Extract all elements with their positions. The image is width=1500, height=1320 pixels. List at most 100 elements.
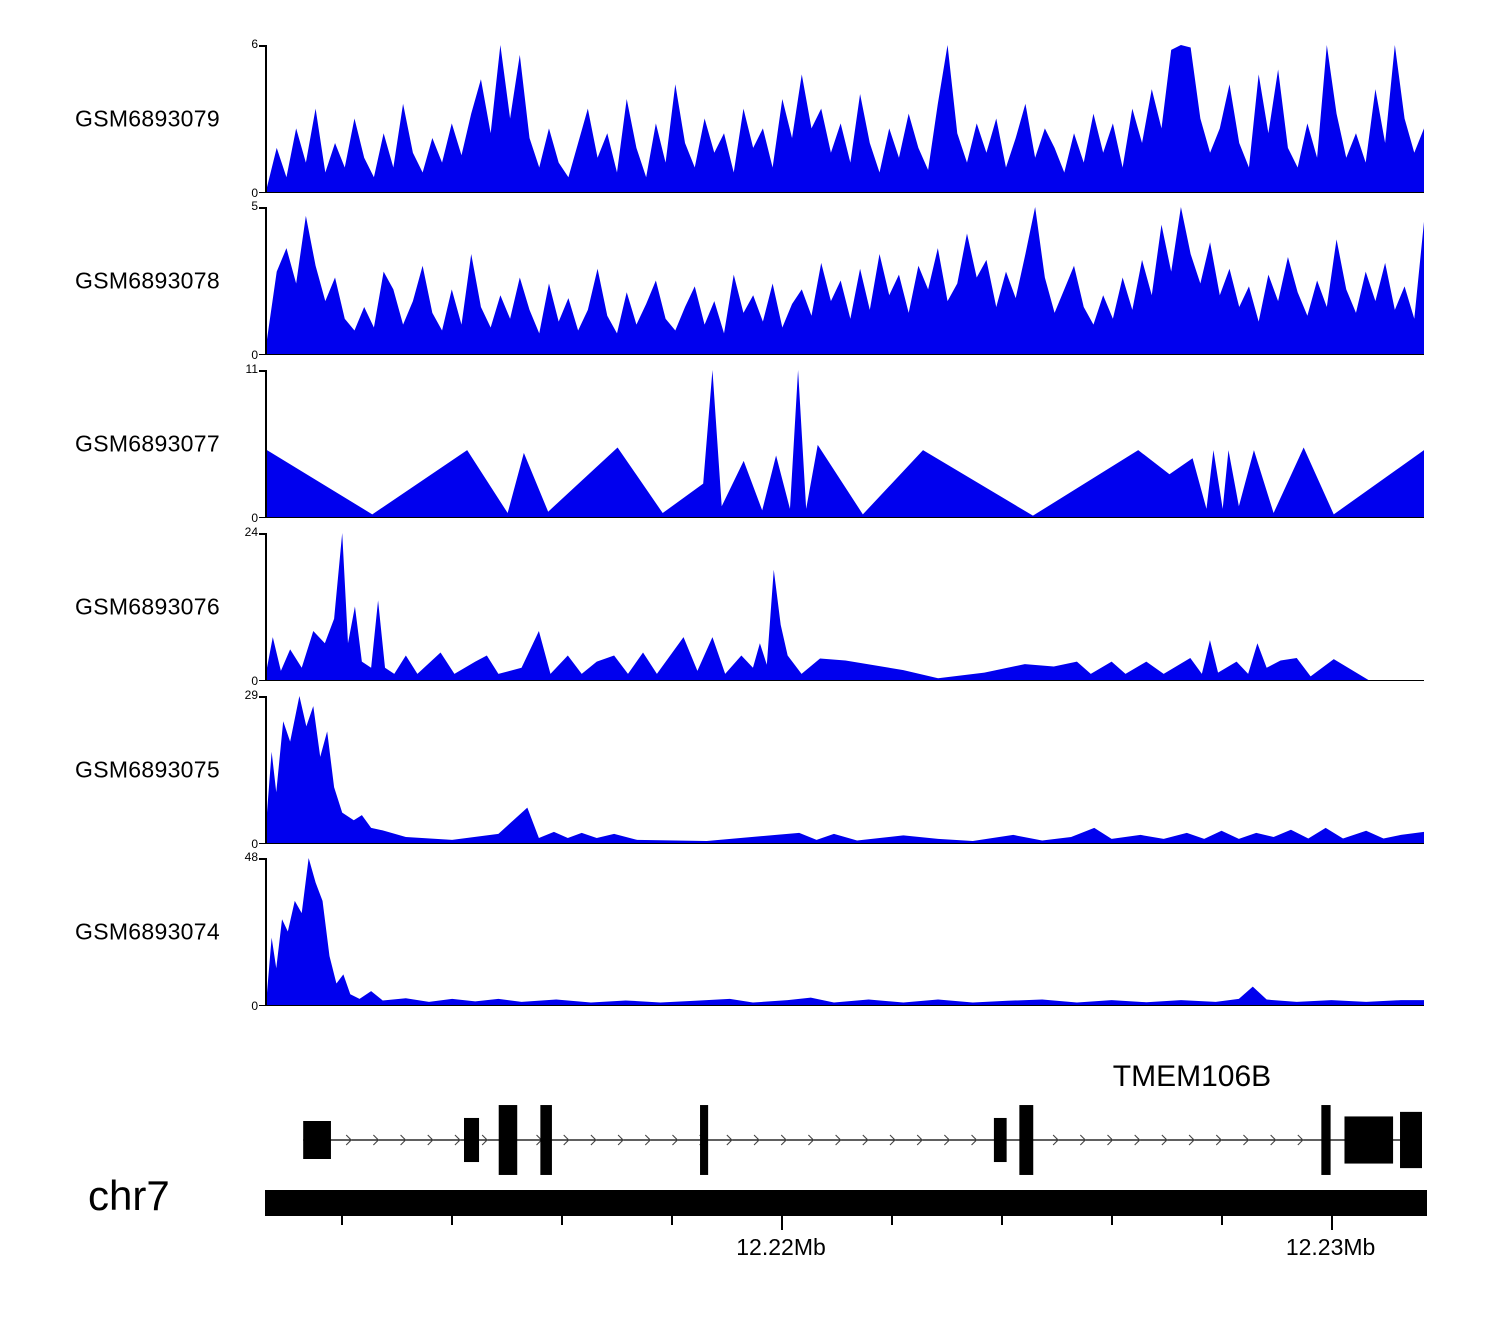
coverage-area <box>267 370 1424 517</box>
y-axis-max-label: 48 <box>244 850 258 864</box>
axis-tick <box>671 1216 674 1225</box>
strand-arrow-icon <box>427 1134 434 1146</box>
coverage-plot <box>267 207 1424 354</box>
coverage-plot <box>267 45 1424 192</box>
strand-arrow-icon <box>345 1134 352 1146</box>
y-axis-zero-label: 0 <box>251 186 258 200</box>
y-axis-zero-label: 0 <box>251 999 258 1013</box>
track-label: GSM6893077 <box>75 430 220 457</box>
strand-arrow-icon <box>726 1134 733 1146</box>
axis-tick <box>1110 1216 1113 1225</box>
gene-exon <box>498 1105 518 1175</box>
axis-tick <box>451 1216 454 1225</box>
gene-model <box>303 1105 1422 1175</box>
track-plot <box>265 696 1424 844</box>
gene-exon <box>464 1117 480 1163</box>
gene-exon <box>1321 1105 1331 1175</box>
strand-arrow-icon <box>372 1134 380 1146</box>
axis-tick <box>1000 1216 1003 1225</box>
coverage-plot <box>267 370 1424 517</box>
y-axis-zero-label: 0 <box>251 837 258 851</box>
y-axis-bottom-tick <box>259 1004 265 1006</box>
y-axis-max-label: 5 <box>251 199 258 213</box>
track-row: GSM6893079 6 0 <box>0 37 1500 200</box>
y-axis-max-label: 11 <box>245 362 258 376</box>
coverage-area <box>267 533 1424 680</box>
strand-arrow-icon <box>889 1134 896 1146</box>
track-plot <box>265 207 1424 355</box>
y-axis-max-label: 6 <box>251 37 258 51</box>
strand-arrow-icon <box>1270 1134 1277 1146</box>
strand-arrow-icon <box>753 1134 760 1146</box>
coverage-plot <box>267 533 1424 680</box>
strand-arrow-icon <box>1297 1134 1304 1146</box>
strand-arrow-icon <box>780 1134 788 1146</box>
y-axis-bottom-tick <box>259 516 265 518</box>
axis-tick <box>561 1216 564 1225</box>
chromosome-label: chr7 <box>88 1172 170 1219</box>
y-axis-top-tick <box>259 370 265 372</box>
y-axis-zero-label: 0 <box>251 348 258 362</box>
strand-arrow-icon <box>400 1134 407 1146</box>
y-axis-top-tick <box>259 207 265 209</box>
coverage-area <box>267 696 1424 843</box>
track-plot <box>265 858 1424 1006</box>
y-axis-bottom-tick <box>259 679 265 681</box>
gene-exon <box>540 1105 552 1175</box>
strand-arrow-icon <box>672 1134 679 1146</box>
strand-arrow-icon <box>1107 1134 1114 1146</box>
coverage-area <box>267 45 1424 192</box>
chromosome-ideogram-bar <box>265 1190 1427 1216</box>
strand-arrow-icon <box>1134 1134 1141 1146</box>
axis-tick <box>1330 1216 1333 1230</box>
y-axis-top-tick <box>259 696 265 698</box>
gene-exon <box>1019 1105 1034 1175</box>
strand-arrow-icon <box>1052 1134 1059 1146</box>
strand-arrow-icon <box>1188 1134 1195 1146</box>
axis-tick <box>890 1216 893 1225</box>
track-plot <box>265 533 1424 681</box>
track-plot <box>265 370 1424 518</box>
track-label: GSM6893078 <box>75 267 220 294</box>
gene-exon <box>700 1105 709 1175</box>
gene-exon <box>303 1121 331 1159</box>
track-row: GSM6893075 29 0 <box>0 688 1500 851</box>
gene-exon <box>993 1117 1007 1163</box>
track-label: GSM6893076 <box>75 593 220 620</box>
strand-arrow-icon <box>808 1134 815 1146</box>
track-row: GSM6893077 11 0 <box>0 362 1500 525</box>
strand-arrow-icon <box>644 1134 652 1146</box>
y-axis-bottom-tick <box>259 191 265 193</box>
strand-arrow-icon <box>971 1134 978 1146</box>
track-plot <box>265 45 1424 193</box>
y-axis-bottom-tick <box>259 842 265 844</box>
axis-tick-label: 12.22Mb <box>736 1234 826 1260</box>
y-axis-zero-label: 0 <box>251 511 258 525</box>
track-row: GSM6893076 24 0 <box>0 525 1500 688</box>
strand-arrow-icon <box>1243 1134 1250 1146</box>
track-label: GSM6893079 <box>75 105 220 132</box>
strand-arrow-icon <box>481 1134 488 1146</box>
y-axis-bottom-tick <box>259 353 265 355</box>
y-axis-top-tick <box>259 858 265 860</box>
gene-exon <box>1400 1111 1422 1169</box>
gene-name-label: TMEM106B <box>1112 1060 1272 1093</box>
coverage-plot <box>267 858 1424 1005</box>
track-row: GSM6893074 48 0 <box>0 850 1500 1013</box>
axis-tick <box>341 1216 344 1225</box>
track-label: GSM6893074 <box>75 918 220 945</box>
track-row: GSM6893078 5 0 <box>0 199 1500 362</box>
strand-arrow-icon <box>862 1134 869 1146</box>
y-axis-max-label: 24 <box>244 525 258 539</box>
strand-arrow-icon <box>454 1134 461 1146</box>
strand-arrow-icon <box>617 1134 624 1146</box>
strand-arrow-icon <box>590 1134 597 1146</box>
axis-tick-label: 12.23Mb <box>1285 1234 1376 1260</box>
strand-arrow-icon <box>1079 1134 1087 1146</box>
y-axis-max-label: 29 <box>244 688 258 702</box>
y-axis-zero-label: 0 <box>251 674 258 688</box>
strand-arrow-icon <box>835 1134 842 1146</box>
strand-arrow-icon <box>1161 1134 1168 1146</box>
strand-arrow-icon <box>916 1134 923 1146</box>
axis-tick <box>781 1216 784 1230</box>
